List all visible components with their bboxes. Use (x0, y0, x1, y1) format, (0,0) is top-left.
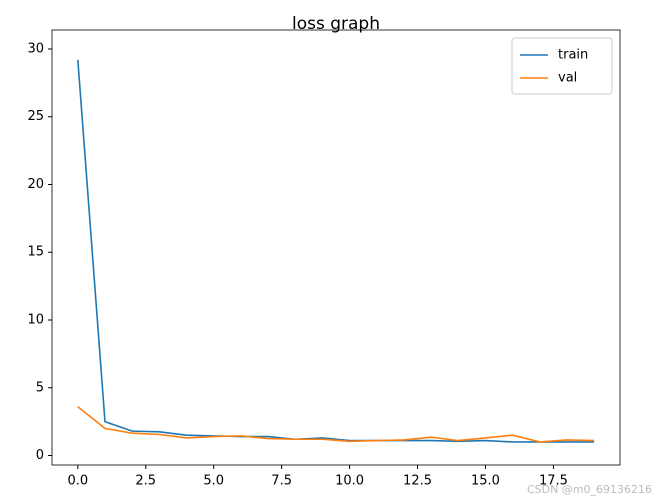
x-tick-label: 2.5 (135, 474, 156, 489)
legend-label: train (558, 48, 588, 63)
x-tick-label: 10.0 (335, 474, 364, 489)
watermark: CSDN @m0_69136216 (527, 483, 652, 496)
x-tick-label: 5.0 (203, 474, 224, 489)
line-series (77, 59, 595, 443)
plot-frame (51, 29, 621, 466)
x-tick-label: 7.5 (271, 474, 292, 489)
y-tick-label: 30 (27, 41, 44, 56)
x-tick-label: 17.5 (539, 474, 568, 489)
y-tick-label: 5 (36, 380, 44, 395)
chart-title: loss graph (292, 14, 380, 34)
line-series (77, 406, 595, 443)
x-tick-label: 15.0 (471, 474, 500, 489)
legend-box (511, 37, 613, 95)
x-tick-label: 12.5 (403, 474, 432, 489)
x-tick-label: 0.0 (67, 474, 88, 489)
legend-label: val (558, 71, 577, 86)
y-tick-label: 15 (27, 245, 44, 260)
y-tick-label: 20 (27, 177, 44, 192)
y-tick-label: 10 (27, 313, 44, 328)
y-tick-label: 25 (27, 109, 44, 124)
y-tick-label: 0 (36, 448, 44, 463)
